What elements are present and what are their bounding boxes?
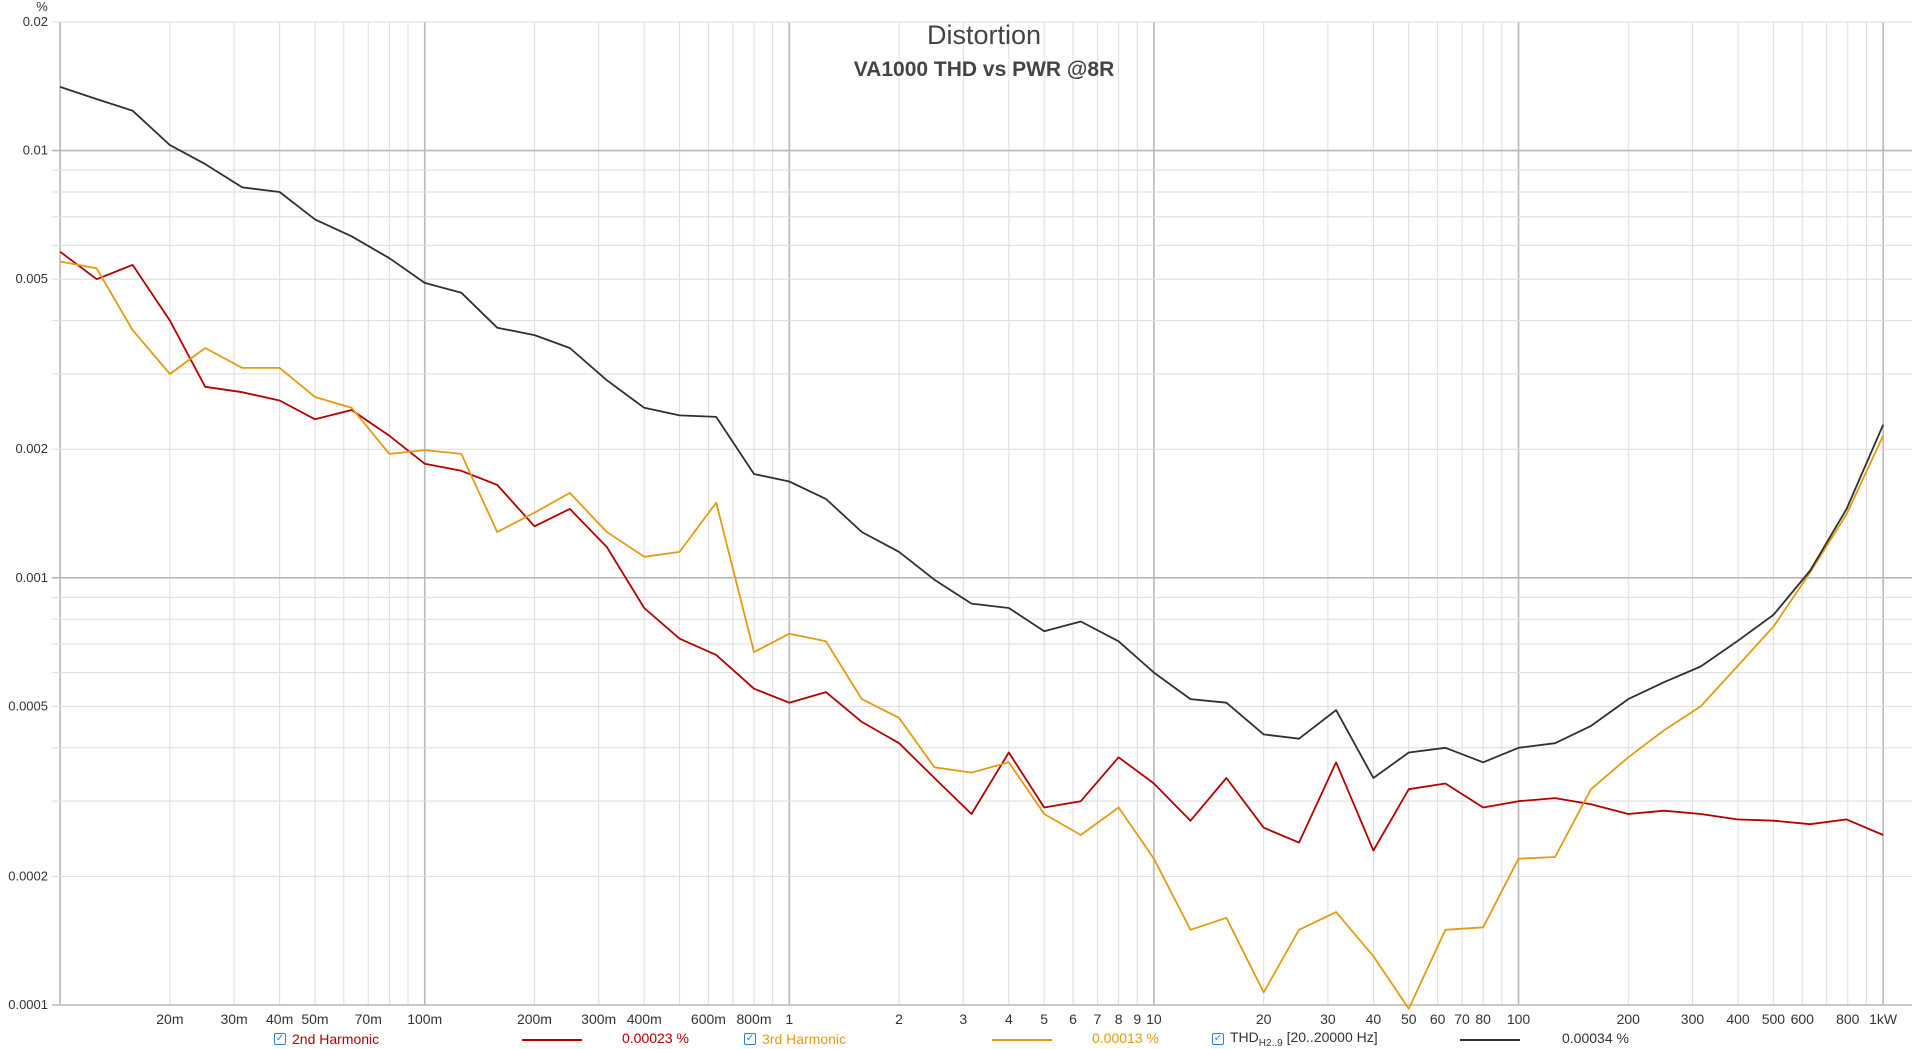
x-tick-label: 50m: [301, 1011, 328, 1027]
legend-2nd-harmonic[interactable]: ✓ 2nd Harmonic: [274, 1030, 379, 1048]
x-tick-label: 1: [785, 1011, 793, 1027]
legend-3rd-harmonic[interactable]: ✓ 3rd Harmonic: [744, 1030, 846, 1048]
legend-label: 3rd Harmonic: [762, 1031, 847, 1047]
x-tick-label: 2: [895, 1011, 903, 1027]
x-tick-label: 400m: [627, 1011, 662, 1027]
legend-value-2nd-harmonic: 0.00023 %: [622, 1030, 689, 1046]
series-line-3rd-harmonic: [59, 260, 1884, 1010]
thd-label-main: THD: [1230, 1029, 1259, 1046]
x-tick-label: 1kW: [1869, 1011, 1898, 1027]
x-tick-label: 400: [1726, 1011, 1750, 1027]
x-tick-label: 500: [1762, 1011, 1786, 1027]
x-tick-label: 70m: [355, 1011, 382, 1027]
x-tick-label: 20: [1256, 1011, 1272, 1027]
x-tick-label: 40m: [266, 1011, 293, 1027]
thd-label-suffix: [20..20000 Hz]: [1286, 1029, 1378, 1046]
checkbox-checked-icon[interactable]: ✓: [1212, 1033, 1224, 1045]
x-tick-label: 800: [1836, 1011, 1860, 1027]
x-tick-label: 300: [1681, 1011, 1705, 1027]
y-tick-labels: 0.0001 0.0002 0.0005 0.001 0.002 0.005 0.01 0.0…: [8, 14, 48, 1012]
y-tick-label: 0.02: [23, 14, 48, 29]
legend-line-thd: [1460, 1039, 1520, 1041]
checkbox-checked-icon[interactable]: ✓: [274, 1033, 286, 1045]
y-tick-label: 0.0002: [8, 868, 48, 883]
series-line-2nd-harmonic: [59, 250, 1884, 852]
chart-subtitle: VA1000 THD vs PWR @8R: [854, 58, 1115, 81]
x-tick-label: 200m: [517, 1011, 552, 1027]
y-tick-label: 0.0001: [8, 997, 48, 1012]
y-axis-unit-label: %: [36, 0, 48, 14]
checkbox-checked-icon[interactable]: ✓: [744, 1033, 756, 1045]
x-tick-label: 100m: [407, 1011, 442, 1027]
legend-thd[interactable]: ✓ THDH2..9 [20..20000 Hz]: [1212, 1029, 1378, 1049]
legend-value-thd: 0.00034 %: [1562, 1030, 1629, 1046]
y-tick-label: 0.002: [15, 441, 48, 456]
x-tick-label: 10: [1146, 1011, 1162, 1027]
x-tick-labels: 20m 30m 40m 50m 70m 100m 200m 300m 400m 600m 800m 1…: [156, 1011, 1898, 1027]
series-line-thd: [59, 86, 1884, 779]
y-grid: [52, 21, 1912, 1006]
x-tick-label: 800m: [736, 1011, 771, 1027]
x-tick-label: 9: [1133, 1011, 1141, 1027]
legend-line-3rd-harmonic: [992, 1039, 1052, 1041]
x-tick-label: 8: [1115, 1011, 1123, 1027]
x-tick-label: 600: [1791, 1011, 1815, 1027]
legend-line-2nd-harmonic: [522, 1039, 582, 1041]
x-tick-label: 7: [1094, 1011, 1102, 1027]
x-tick-label: 40: [1366, 1011, 1382, 1027]
chart-title: Distortion: [927, 20, 1041, 50]
y-tick-label: 0.005: [15, 271, 48, 286]
x-tick-label: 6: [1069, 1011, 1077, 1027]
x-tick-label: 600m: [691, 1011, 726, 1027]
x-tick-label: 4: [1005, 1011, 1013, 1027]
x-tick-label: 20m: [156, 1011, 183, 1027]
x-tick-label: 200: [1617, 1011, 1641, 1027]
x-tick-label: 3: [959, 1011, 967, 1027]
legend-label: 2nd Harmonic: [292, 1031, 380, 1047]
x-tick-label: 5: [1040, 1011, 1048, 1027]
y-tick-label: 0.01: [23, 143, 48, 158]
x-tick-label: 50: [1401, 1011, 1417, 1027]
x-tick-label: 30m: [220, 1011, 247, 1027]
x-tick-label: 60: [1430, 1011, 1446, 1027]
x-tick-label: 30: [1320, 1011, 1336, 1027]
legend-value-3rd-harmonic: 0.00013 %: [1092, 1030, 1159, 1046]
x-tick-label: 80: [1475, 1011, 1491, 1027]
y-tick-label: 0.001: [15, 570, 48, 585]
thd-label-sub: H2..9: [1258, 1037, 1283, 1049]
x-tick-label: 300m: [581, 1011, 616, 1027]
legend-label: THDH2..9 [20..20000 Hz]: [1230, 1029, 1378, 1049]
series-lines: [59, 86, 1884, 1010]
x-tick-label: 100: [1507, 1011, 1531, 1027]
y-tick-label: 0.0005: [8, 698, 48, 713]
x-tick-label: 70: [1454, 1011, 1470, 1027]
x-grid: [59, 22, 1884, 1005]
